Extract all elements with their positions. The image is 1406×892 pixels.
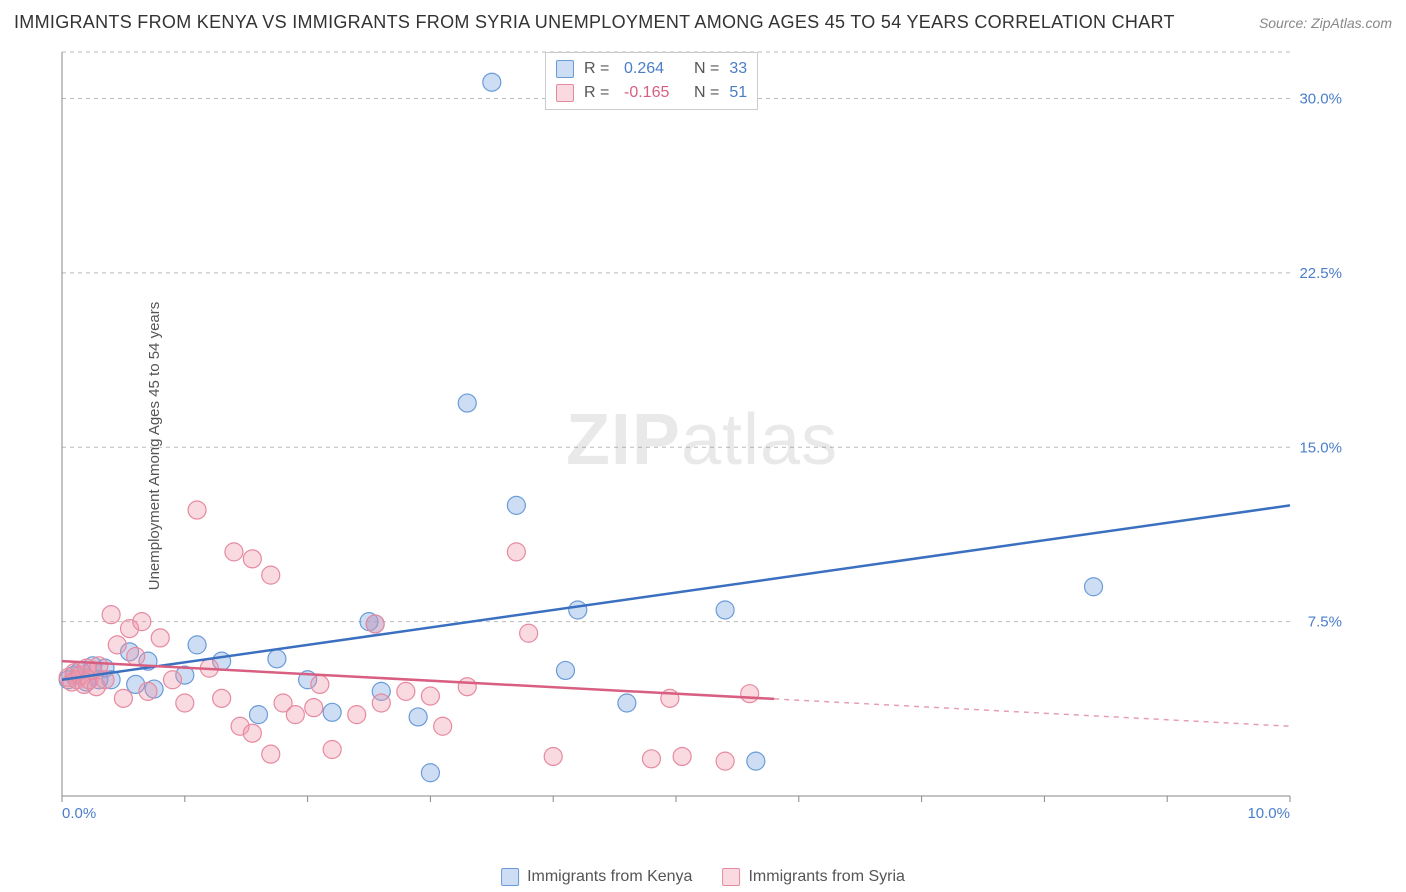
chart-title: IMMIGRANTS FROM KENYA VS IMMIGRANTS FROM… (14, 12, 1175, 33)
data-point (372, 694, 390, 712)
data-point (544, 747, 562, 765)
data-point (127, 648, 145, 666)
data-point (747, 752, 765, 770)
data-point (151, 629, 169, 647)
data-point (741, 685, 759, 703)
chart-area: 7.5%15.0%22.5%30.0%0.0%10.0% ZIPatlas (54, 48, 1350, 832)
data-point (556, 661, 574, 679)
data-point (243, 550, 261, 568)
data-point (421, 764, 439, 782)
n-label: N = (694, 57, 719, 81)
legend-stats: R = 0.264 N = 33 R = -0.165 N = 51 (545, 52, 758, 110)
n-label: N = (694, 81, 719, 105)
legend-series-item: Immigrants from Kenya (501, 868, 692, 886)
data-point (114, 689, 132, 707)
legend-swatch (556, 84, 574, 102)
legend-series: Immigrants from Kenya Immigrants from Syr… (501, 868, 905, 886)
n-value: 33 (729, 57, 747, 81)
data-point (164, 671, 182, 689)
data-point (458, 678, 476, 696)
legend-swatch (556, 60, 574, 78)
svg-text:10.0%: 10.0% (1247, 805, 1290, 822)
data-point (434, 717, 452, 735)
scatter-plot: 7.5% 15.0% 22.5% 30.0% 0.0% 10.0% (54, 48, 1350, 832)
data-point (716, 752, 734, 770)
legend-series-item: Immigrants from Syria (722, 868, 904, 886)
regression-line (62, 505, 1290, 679)
data-point (507, 496, 525, 514)
data-point (249, 706, 267, 724)
r-value: -0.165 (624, 81, 684, 105)
n-value: 51 (729, 81, 747, 105)
data-point (188, 501, 206, 519)
legend-series-label: Immigrants from Kenya (527, 868, 692, 886)
svg-text:22.5%: 22.5% (1299, 265, 1342, 282)
data-point (673, 747, 691, 765)
data-point (397, 682, 415, 700)
data-point (348, 706, 366, 724)
data-point (507, 543, 525, 561)
legend-swatch (722, 868, 740, 886)
data-point (311, 675, 329, 693)
data-point (569, 601, 587, 619)
data-point (213, 689, 231, 707)
svg-text:0.0%: 0.0% (62, 805, 96, 822)
svg-text:30.0%: 30.0% (1299, 91, 1342, 108)
svg-text:7.5%: 7.5% (1308, 614, 1342, 631)
legend-stat-row: R = 0.264 N = 33 (556, 57, 747, 81)
data-point (618, 694, 636, 712)
data-point (108, 636, 126, 654)
data-point (642, 750, 660, 768)
r-label: R = (584, 57, 614, 81)
data-point (225, 543, 243, 561)
svg-text:15.0%: 15.0% (1299, 439, 1342, 456)
data-point (483, 73, 501, 91)
legend-stat-row: R = -0.165 N = 51 (556, 81, 747, 105)
data-point (262, 566, 280, 584)
data-point (409, 708, 427, 726)
data-point (262, 745, 280, 763)
data-point (286, 706, 304, 724)
data-point (716, 601, 734, 619)
r-label: R = (584, 81, 614, 105)
source-label: Source: ZipAtlas.com (1259, 15, 1392, 31)
data-point (458, 394, 476, 412)
data-point (305, 699, 323, 717)
legend-series-label: Immigrants from Syria (748, 868, 904, 886)
data-point (102, 606, 120, 624)
data-point (243, 724, 261, 742)
data-point (176, 694, 194, 712)
data-point (188, 636, 206, 654)
data-point (133, 613, 151, 631)
data-point (421, 687, 439, 705)
data-point (323, 703, 341, 721)
data-point (366, 615, 384, 633)
data-point (323, 741, 341, 759)
title-bar: IMMIGRANTS FROM KENYA VS IMMIGRANTS FROM… (14, 12, 1392, 33)
data-point (268, 650, 286, 668)
data-point (1085, 578, 1103, 596)
data-point (139, 682, 157, 700)
r-value: 0.264 (624, 57, 684, 81)
data-point (520, 624, 538, 642)
legend-swatch (501, 868, 519, 886)
regression-line-extrapolated (774, 699, 1290, 726)
